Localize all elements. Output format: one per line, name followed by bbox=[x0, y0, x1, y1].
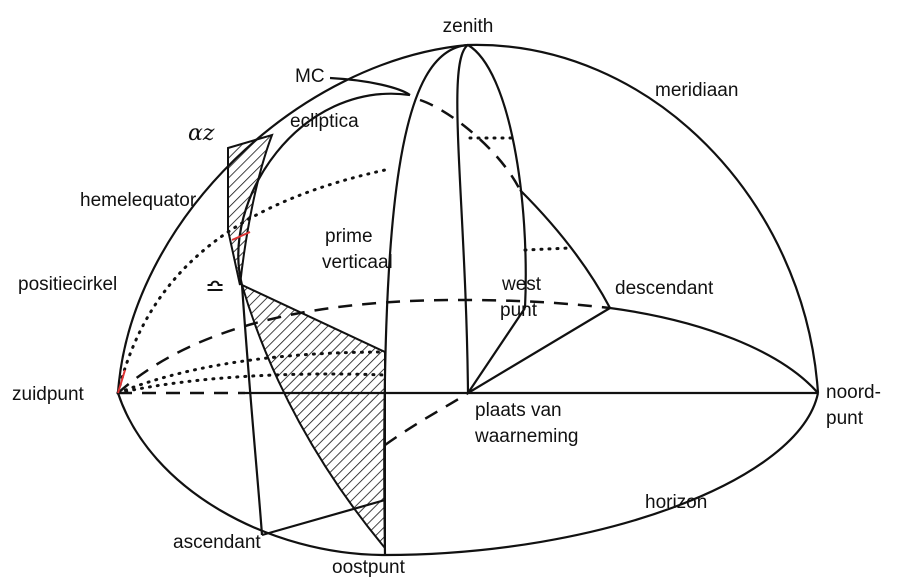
label-meridiaan: meridiaan bbox=[655, 80, 738, 101]
label-ascendant: ascendant bbox=[173, 532, 261, 553]
celestial-sphere-diagram: zenith MC meridiaan ecliptica αz hemeleq… bbox=[0, 0, 897, 577]
label-verticaal: verticaal bbox=[322, 252, 393, 273]
label-alpha-z: αz bbox=[188, 121, 215, 146]
label-prime: prime bbox=[325, 226, 373, 247]
label-libra: ≏ bbox=[205, 273, 225, 301]
label-plaats-van: plaats van bbox=[475, 400, 562, 421]
label-waarneming: waarneming bbox=[474, 426, 579, 447]
label-oostpunt: oostpunt bbox=[332, 557, 406, 577]
label-mc: MC bbox=[295, 66, 325, 87]
label-zuidpunt: zuidpunt bbox=[12, 384, 85, 405]
label-ecliptica: ecliptica bbox=[290, 111, 359, 132]
label-punt: punt bbox=[500, 300, 538, 321]
label-hemelequator: hemelequator bbox=[80, 190, 197, 211]
label-zenith: zenith bbox=[443, 16, 494, 37]
labels: zenith MC meridiaan ecliptica αz hemeleq… bbox=[12, 16, 881, 577]
label-positiecirkel: positiecirkel bbox=[18, 274, 117, 295]
label-west: west bbox=[501, 274, 542, 295]
label-horizon: horizon bbox=[645, 492, 707, 513]
label-noord: noord- bbox=[826, 382, 881, 403]
label-descendant: descendant bbox=[615, 278, 714, 299]
label-noord-punt: punt bbox=[826, 408, 864, 429]
